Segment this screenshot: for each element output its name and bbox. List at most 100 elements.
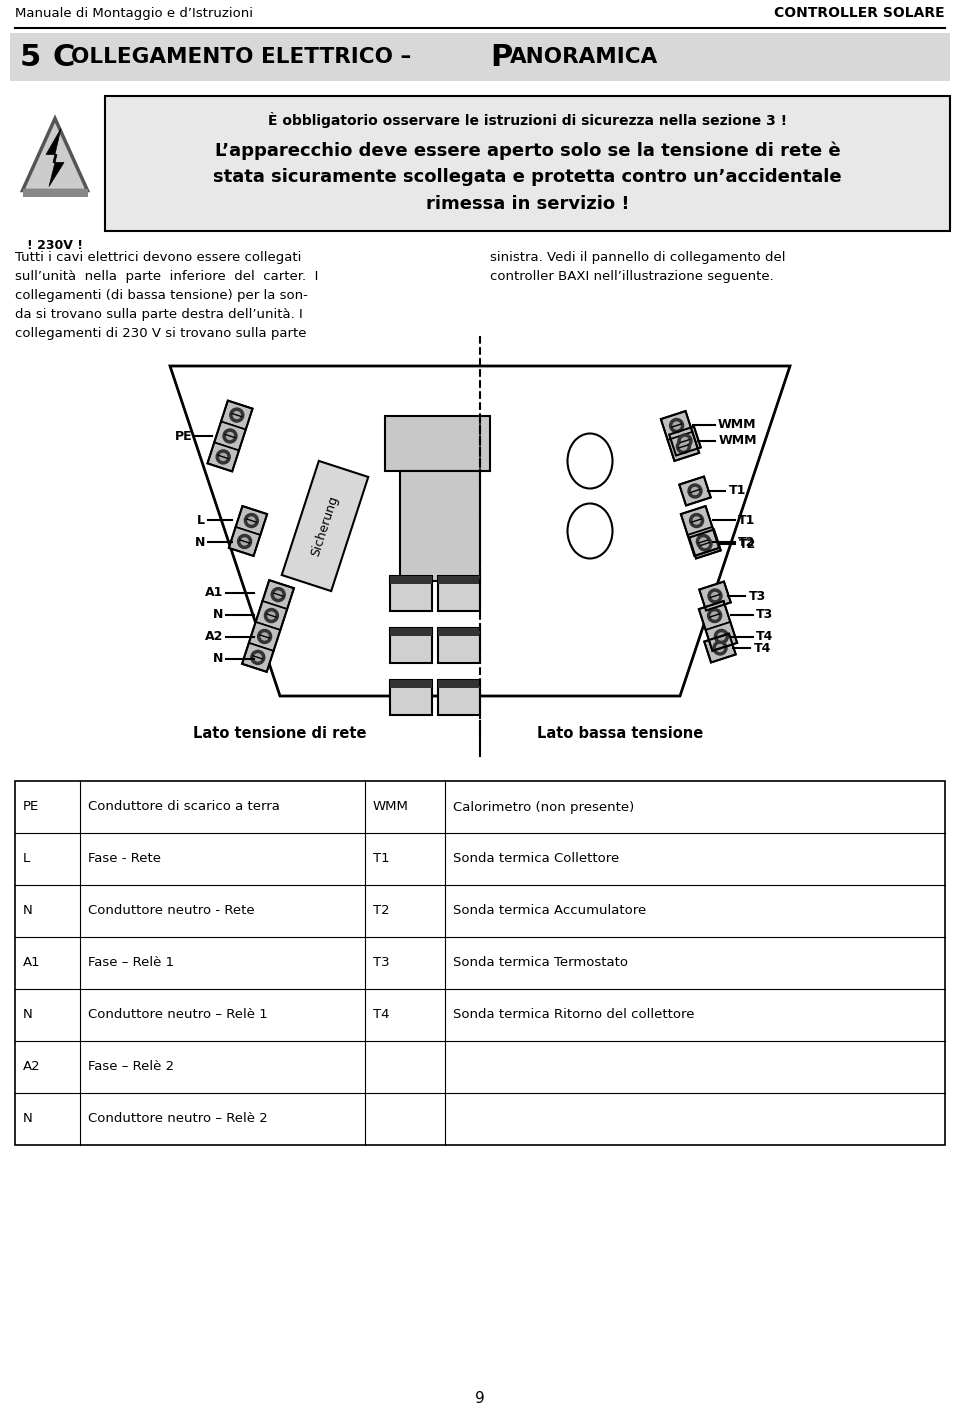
Circle shape (673, 422, 680, 429)
Text: Conduttore neutro - Rete: Conduttore neutro - Rete (88, 904, 254, 917)
Circle shape (677, 439, 690, 453)
Bar (390, 576, 432, 585)
Text: T3: T3 (756, 609, 773, 622)
Circle shape (229, 408, 244, 422)
Bar (22, 188, 87, 197)
Circle shape (693, 518, 700, 523)
Circle shape (216, 451, 230, 463)
Polygon shape (170, 366, 790, 696)
Text: Fase – Relè 2: Fase – Relè 2 (88, 1061, 174, 1074)
Text: Fase - Rete: Fase - Rete (88, 853, 161, 866)
Circle shape (268, 612, 275, 619)
Text: controller BAXI nell’illustrazione seguente.: controller BAXI nell’illustrazione segue… (490, 270, 774, 282)
Polygon shape (699, 582, 731, 610)
Text: T2: T2 (739, 538, 756, 550)
Text: N: N (23, 1112, 33, 1125)
Text: PE: PE (23, 800, 39, 813)
Polygon shape (255, 602, 287, 630)
Bar (438, 680, 480, 687)
Text: A1: A1 (23, 957, 40, 970)
Circle shape (670, 419, 684, 432)
Text: WMM: WMM (719, 435, 757, 448)
Text: Conduttore di scarico a terra: Conduttore di scarico a terra (88, 800, 280, 813)
Text: OLLEGAMENTO ELETTRICO –: OLLEGAMENTO ELETTRICO – (71, 47, 419, 67)
Text: A1: A1 (204, 586, 223, 599)
Text: 9: 9 (475, 1390, 485, 1406)
Circle shape (241, 538, 248, 545)
Bar (105, 96, 950, 231)
Circle shape (233, 412, 240, 419)
Text: Fase – Relè 1: Fase – Relè 1 (88, 957, 174, 970)
Text: Lato bassa tensione: Lato bassa tensione (537, 726, 703, 742)
Circle shape (227, 432, 233, 439)
Circle shape (691, 488, 699, 495)
Ellipse shape (567, 434, 612, 489)
Polygon shape (705, 633, 735, 663)
Text: T4: T4 (373, 1008, 390, 1021)
Polygon shape (680, 476, 710, 505)
Circle shape (698, 538, 712, 550)
Polygon shape (281, 461, 369, 592)
Text: A2: A2 (23, 1061, 40, 1074)
Text: PE: PE (175, 429, 192, 442)
Text: N: N (195, 536, 205, 549)
Text: T1: T1 (729, 485, 746, 498)
Circle shape (711, 592, 718, 599)
Text: N: N (212, 653, 223, 666)
Bar (438, 576, 480, 585)
Bar (438, 627, 480, 663)
Polygon shape (699, 602, 731, 630)
Circle shape (271, 588, 285, 602)
Text: Calorimetro (non presente): Calorimetro (non presente) (453, 800, 635, 813)
Text: CONTROLLER SOLARE: CONTROLLER SOLARE (775, 6, 945, 20)
Bar (15, 781, 945, 1145)
Text: Conduttore neutro – Relè 1: Conduttore neutro – Relè 1 (88, 1008, 268, 1021)
Circle shape (716, 645, 724, 652)
Bar (438, 627, 480, 636)
Bar (390, 576, 432, 610)
Polygon shape (687, 528, 719, 556)
Circle shape (248, 518, 255, 523)
Text: T3: T3 (373, 957, 390, 970)
Text: È obbligatorio osservare le istruzioni di sicurezza nella sezione 3 !: È obbligatorio osservare le istruzioni d… (268, 113, 787, 128)
Text: Lato tensione di rete: Lato tensione di rete (193, 726, 367, 742)
Bar (385, 416, 490, 471)
Text: A2: A2 (204, 630, 223, 643)
Polygon shape (207, 442, 239, 472)
Polygon shape (22, 118, 87, 191)
Text: da si trovano sulla parte destra dell’unità. I: da si trovano sulla parte destra dell’un… (15, 308, 302, 321)
Text: T2: T2 (373, 904, 390, 917)
Text: Tutti i cavi elettrici devono essere collegati: Tutti i cavi elettrici devono essere col… (15, 251, 301, 264)
Text: T1: T1 (373, 853, 390, 866)
Bar (390, 627, 432, 636)
Text: Sonda termica Termostato: Sonda termica Termostato (453, 957, 628, 970)
Bar (438, 680, 480, 714)
Circle shape (682, 438, 688, 445)
Ellipse shape (567, 503, 612, 559)
Polygon shape (221, 401, 252, 429)
Bar (390, 680, 432, 687)
Polygon shape (242, 643, 274, 672)
Bar (438, 576, 480, 610)
Circle shape (696, 535, 710, 549)
Circle shape (702, 540, 708, 548)
Circle shape (223, 429, 237, 443)
Circle shape (714, 629, 729, 643)
Circle shape (718, 633, 725, 640)
Text: ANORAMICA: ANORAMICA (510, 47, 659, 67)
Polygon shape (262, 580, 294, 609)
Circle shape (708, 589, 722, 603)
Circle shape (711, 612, 718, 619)
Circle shape (688, 483, 702, 498)
Circle shape (238, 535, 252, 549)
Text: N: N (23, 904, 33, 917)
Text: stata sicuramente scollegata e protetta contro un’accidentale: stata sicuramente scollegata e protetta … (213, 168, 842, 185)
Text: WMM: WMM (373, 800, 409, 813)
Circle shape (257, 629, 272, 643)
Bar (400, 471, 480, 580)
Circle shape (678, 434, 692, 448)
Text: WMM: WMM (718, 418, 756, 432)
Circle shape (245, 513, 258, 528)
Polygon shape (689, 529, 721, 559)
Circle shape (708, 609, 722, 623)
